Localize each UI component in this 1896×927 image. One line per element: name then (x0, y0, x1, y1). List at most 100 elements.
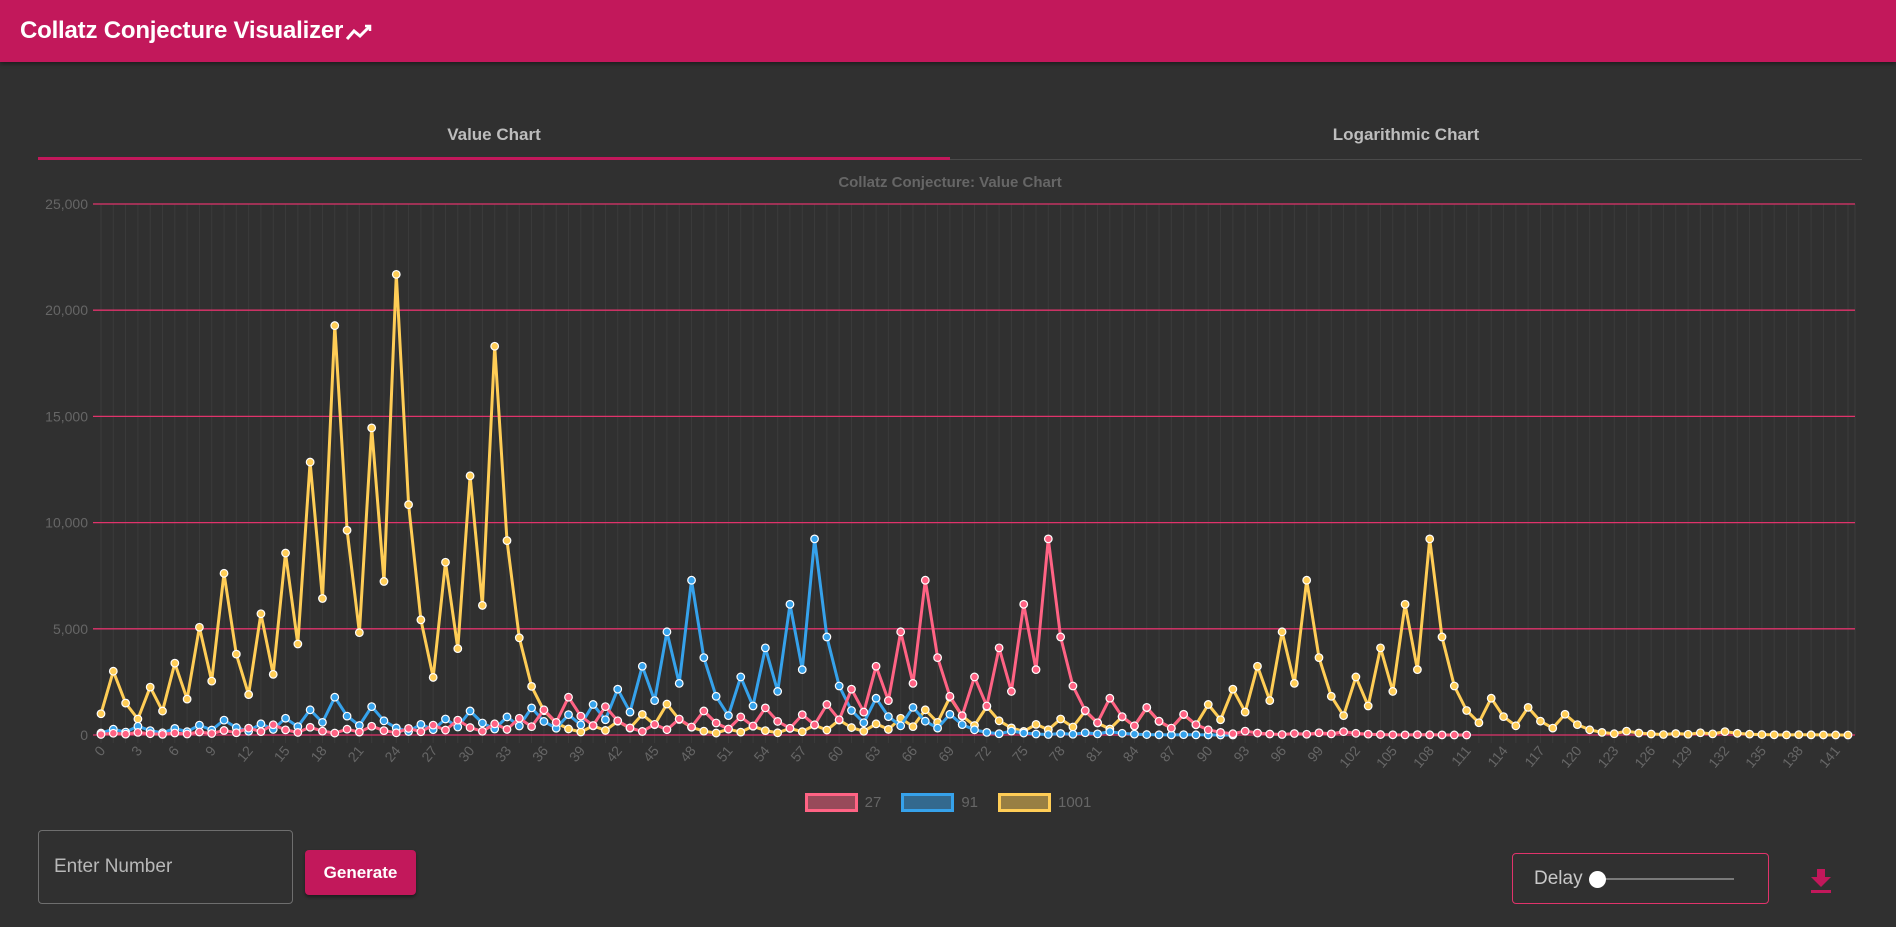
data-point (293, 728, 303, 737)
slider-thumb[interactable] (1588, 870, 1606, 888)
tab-logarithmic-chart[interactable]: Logarithmic Chart (1332, 124, 1480, 144)
data-point (785, 599, 795, 609)
data-point (601, 715, 610, 725)
data-point (994, 729, 1004, 739)
data-point (305, 722, 315, 732)
legend-item-91[interactable]: 91 (901, 793, 978, 812)
x-tick-label: 132 (1705, 742, 1732, 770)
data-point (1142, 702, 1152, 712)
data-point (711, 728, 721, 738)
generate-button[interactable]: Generate (305, 850, 416, 895)
data-point (674, 714, 684, 724)
data-point (1056, 714, 1066, 724)
y-tick-label: 15,000 (45, 408, 88, 424)
number-input-field[interactable] (38, 830, 293, 904)
data-point (1277, 627, 1287, 637)
data-point (1769, 730, 1779, 740)
data-point (760, 703, 770, 713)
data-point (121, 729, 131, 739)
x-tick-label: 141 (1816, 742, 1843, 770)
data-point (920, 705, 930, 715)
data-point (674, 679, 684, 688)
data-point (1007, 687, 1016, 696)
data-point (1203, 725, 1213, 735)
data-point (207, 729, 217, 738)
x-tick-label: 42 (603, 742, 625, 764)
data-point (736, 727, 746, 737)
data-point (1486, 693, 1496, 703)
data-point (1068, 681, 1078, 691)
data-point (1265, 696, 1275, 706)
data-point (1142, 730, 1152, 739)
data-point (490, 719, 500, 729)
data-point (662, 627, 672, 637)
data-point (982, 701, 992, 711)
legend-swatch-27 (804, 793, 858, 812)
data-point (1154, 730, 1164, 740)
data-point (490, 341, 500, 351)
data-point (195, 622, 204, 632)
data-point (108, 666, 118, 676)
data-point (416, 719, 426, 729)
data-point (637, 661, 647, 671)
data-point (465, 706, 475, 716)
data-point (477, 601, 487, 610)
data-point (1646, 729, 1656, 739)
data-point (822, 700, 832, 709)
x-tick-label: 15 (271, 742, 293, 764)
data-point (1105, 693, 1115, 703)
data-point (502, 725, 512, 734)
data-point (625, 707, 635, 717)
y-tick-label: 0 (80, 727, 88, 743)
data-point (1056, 729, 1066, 738)
legend-item-27[interactable]: 27 (804, 793, 881, 812)
data-point (1043, 534, 1053, 544)
data-point (576, 720, 586, 730)
x-tick-label: 30 (455, 742, 477, 764)
data-point (613, 684, 623, 694)
data-point (834, 681, 844, 691)
data-point (883, 696, 893, 706)
data-point (1449, 681, 1459, 691)
x-tick-label: 21 (344, 742, 366, 764)
delay-slider[interactable] (1588, 870, 1734, 888)
x-tick-label: 87 (1156, 742, 1178, 764)
slider-track[interactable] (1596, 877, 1734, 880)
data-point (1363, 701, 1373, 711)
data-point (1191, 730, 1201, 740)
number-input[interactable] (39, 831, 292, 903)
data-point (453, 715, 463, 725)
legend-label: 1001 (1058, 794, 1092, 811)
data-point (1585, 725, 1595, 735)
data-point (1474, 718, 1484, 728)
data-point (318, 718, 327, 727)
data-point (859, 726, 869, 736)
data-point (847, 723, 856, 732)
x-tick-label: 96 (1267, 742, 1289, 764)
data-point (1326, 691, 1336, 701)
data-point (1191, 720, 1201, 730)
tab-value-chart[interactable]: Value Chart (38, 110, 950, 160)
data-point (1179, 709, 1189, 719)
data-point (1203, 700, 1213, 709)
data-point (711, 718, 721, 728)
data-point (957, 711, 967, 721)
data-point (1818, 730, 1828, 740)
data-point (379, 726, 389, 736)
data-point (822, 632, 832, 642)
download-icon[interactable] (1808, 865, 1834, 895)
data-point (748, 721, 758, 731)
data-point (1351, 672, 1361, 682)
data-point (699, 653, 709, 663)
data-point (1130, 721, 1139, 731)
delay-control: Delay (1512, 853, 1769, 904)
legend-item-1001[interactable]: 1001 (998, 793, 1091, 812)
data-point (1080, 728, 1090, 738)
data-point (859, 707, 869, 717)
data-point (576, 711, 586, 721)
data-point (1240, 726, 1250, 736)
data-point (896, 721, 906, 731)
data-point (1388, 730, 1398, 740)
data-point (453, 644, 463, 654)
chart-legend: 27 91 1001 (0, 793, 1896, 812)
